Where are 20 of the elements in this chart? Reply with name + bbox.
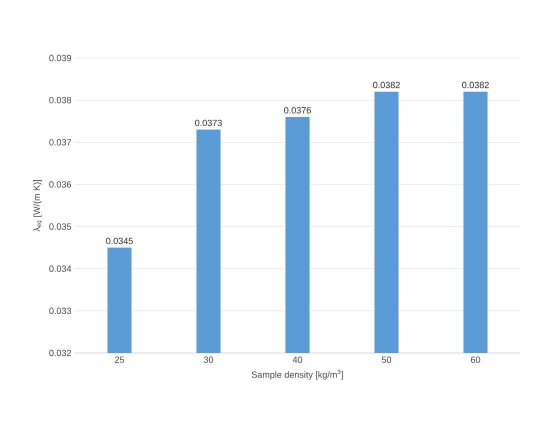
y-tick-label: 0.036 <box>49 181 72 188</box>
data-label: 0.0382 <box>373 82 400 88</box>
x-axis-title: Sample density [kg/m$^{3}$] <box>252 370 344 380</box>
y-tick-label: 0.037 <box>49 139 72 146</box>
x-tick-label: 60 <box>470 356 480 363</box>
data-label: 0.0373 <box>195 120 222 126</box>
x-tick-label: 40 <box>292 356 302 363</box>
x-tick-label: 50 <box>382 356 392 363</box>
y-tick-label: 0.034 <box>49 266 72 272</box>
y-tick-label: 0.032 <box>49 350 72 356</box>
data-label: 0.0345 <box>106 238 133 244</box>
y-tick-label: 0.033 <box>49 308 72 314</box>
y-tick-label: 0.039 <box>49 54 72 62</box>
x-tick-label: 25 <box>114 356 124 363</box>
y-axis-title: λ$_{eq}$ [W/(m K)] <box>33 180 42 232</box>
data-label: 0.0376 <box>284 107 311 114</box>
x-tick-label: 30 <box>204 356 214 363</box>
y-tick-label: 0.035 <box>49 223 72 230</box>
y-tick-label: 0.038 <box>49 96 72 104</box>
data-label: 0.0382 <box>462 82 489 88</box>
